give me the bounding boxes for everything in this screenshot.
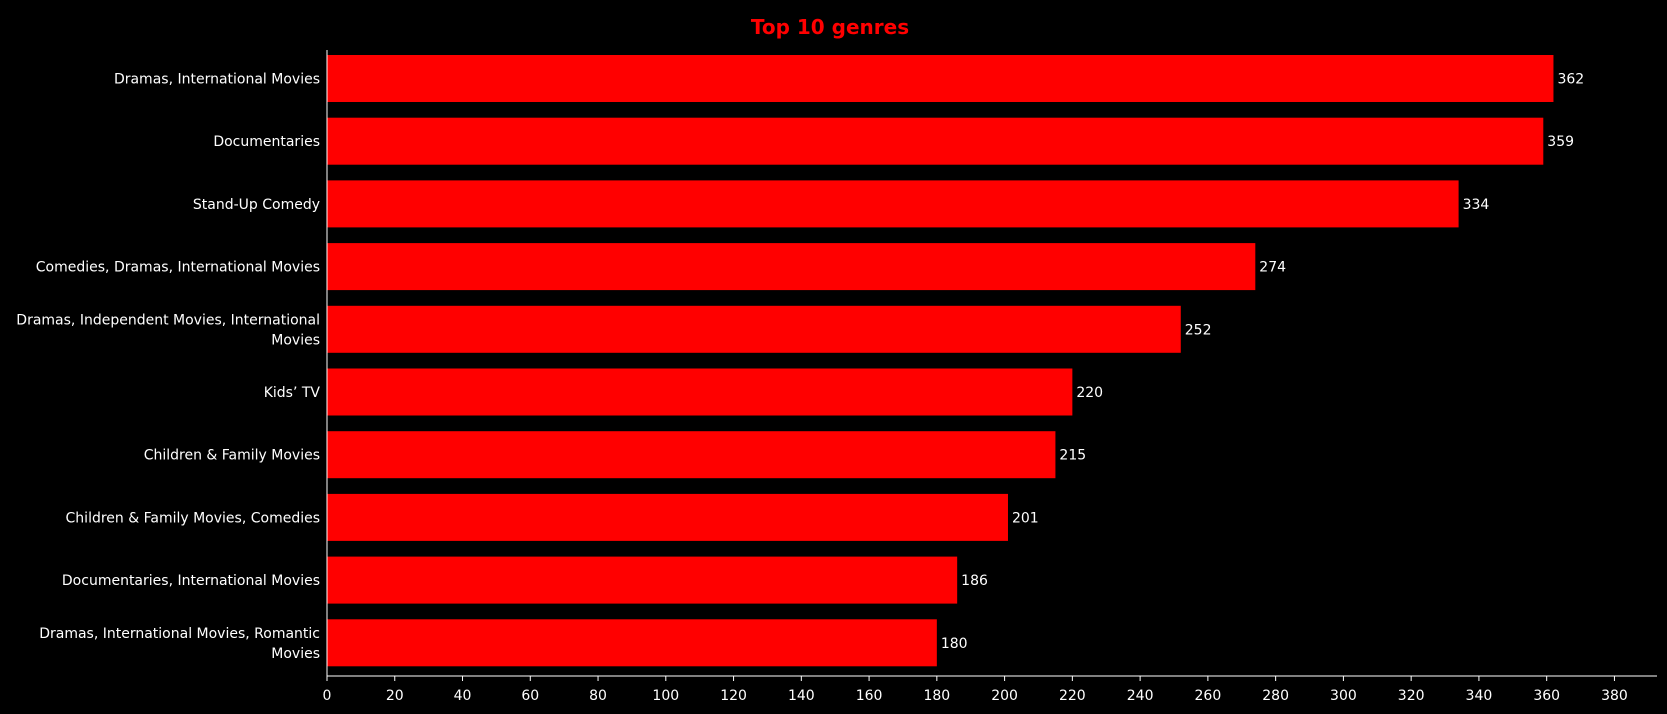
value-label-5: 220 bbox=[1076, 385, 1103, 401]
category-label-9: Dramas, International Movies, Romantic Mo… bbox=[39, 626, 320, 662]
category-label-line: Children & Family Movies, Comedies bbox=[66, 510, 320, 526]
x-tick-label-17: 340 bbox=[1466, 688, 1493, 704]
value-label-3: 274 bbox=[1259, 260, 1286, 276]
bar-6 bbox=[327, 431, 1056, 479]
bar-1 bbox=[327, 117, 1544, 165]
x-tick-label-14: 280 bbox=[1262, 688, 1289, 704]
category-label-0: Dramas, International Movies bbox=[114, 72, 320, 88]
x-tick-label-13: 260 bbox=[1195, 688, 1222, 704]
value-label-1: 359 bbox=[1547, 134, 1574, 150]
category-label-line: Movies bbox=[271, 332, 320, 348]
x-tick-label-9: 180 bbox=[923, 688, 950, 704]
category-label-line: Documentaries bbox=[213, 134, 320, 150]
x-tick-label-6: 120 bbox=[720, 688, 747, 704]
category-label-line: Comedies, Dramas, International Movies bbox=[36, 260, 320, 276]
value-label-0: 362 bbox=[1557, 72, 1584, 88]
category-label-line: Dramas, Independent Movies, Internationa… bbox=[16, 312, 320, 328]
category-label-line: Stand-Up Comedy bbox=[193, 197, 320, 213]
category-label-line: Kids’ TV bbox=[264, 385, 321, 401]
bar-2 bbox=[327, 180, 1459, 228]
bar-3 bbox=[327, 243, 1256, 291]
category-label-line: Dramas, International Movies bbox=[114, 72, 320, 88]
category-labels-group: Dramas, International Movies Documentarie… bbox=[16, 72, 320, 662]
x-tick-label-1: 20 bbox=[386, 688, 404, 704]
category-label-6: Children & Family Movies bbox=[144, 448, 320, 464]
category-label-4: Dramas, Independent Movies, Internationa… bbox=[16, 312, 320, 348]
x-tick-label-15: 300 bbox=[1330, 688, 1357, 704]
x-tick-label-10: 200 bbox=[991, 688, 1018, 704]
bars-group bbox=[327, 55, 1554, 667]
x-tick-label-5: 100 bbox=[652, 688, 679, 704]
bar-9 bbox=[327, 619, 937, 667]
category-label-1: Documentaries bbox=[213, 134, 320, 150]
value-labels-group: 362 359 334 274 252 220 215 201 186 180 bbox=[941, 72, 1584, 652]
category-label-8: Documentaries, International Movies bbox=[62, 573, 320, 589]
value-label-2: 334 bbox=[1463, 197, 1490, 213]
x-tick-label-12: 240 bbox=[1127, 688, 1154, 704]
x-tick-label-0: 0 bbox=[323, 688, 332, 704]
x-tick-label-16: 320 bbox=[1398, 688, 1425, 704]
value-label-8: 186 bbox=[961, 573, 988, 589]
category-label-2: Stand-Up Comedy bbox=[193, 197, 320, 213]
x-tick-label-18: 360 bbox=[1533, 688, 1560, 704]
category-label-5: Kids’ TV bbox=[264, 385, 321, 401]
x-tick-label-2: 40 bbox=[454, 688, 472, 704]
category-label-line: Movies bbox=[271, 646, 320, 662]
x-tick-label-4: 80 bbox=[589, 688, 607, 704]
axes-group: 0 20 40 60 80 100 120 140 160 180 200 220 240 260 280 3… bbox=[323, 50, 1657, 704]
value-label-4: 252 bbox=[1185, 322, 1212, 338]
bar-5 bbox=[327, 368, 1073, 416]
category-label-line: Documentaries, International Movies bbox=[62, 573, 320, 589]
value-label-7: 201 bbox=[1012, 510, 1039, 526]
bar-0 bbox=[327, 55, 1554, 102]
x-tick-label-7: 140 bbox=[788, 688, 815, 704]
category-label-line: Children & Family Movies bbox=[144, 448, 320, 464]
category-label-line: Dramas, International Movies, Romantic bbox=[39, 626, 320, 642]
chart-title: Top 10 genres bbox=[751, 15, 909, 39]
value-label-9: 180 bbox=[941, 636, 968, 652]
bar-8 bbox=[327, 556, 958, 604]
value-label-6: 215 bbox=[1059, 448, 1086, 464]
x-tick-label-8: 160 bbox=[856, 688, 883, 704]
category-label-7: Children & Family Movies, Comedies bbox=[66, 510, 320, 526]
bar-7 bbox=[327, 493, 1008, 541]
x-tick-label-19: 380 bbox=[1601, 688, 1628, 704]
bar-4 bbox=[327, 305, 1181, 353]
x-tick-label-3: 60 bbox=[521, 688, 539, 704]
category-label-3: Comedies, Dramas, International Movies bbox=[36, 260, 320, 276]
x-tick-label-11: 220 bbox=[1059, 688, 1086, 704]
